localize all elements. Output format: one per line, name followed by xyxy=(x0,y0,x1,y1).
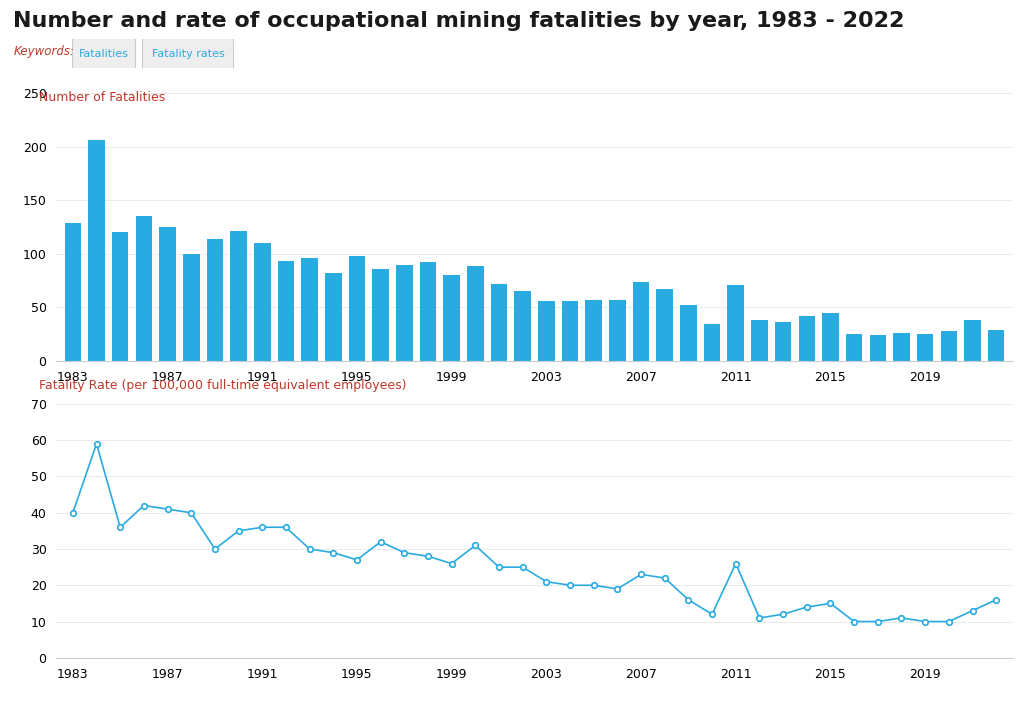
Text: Fatality rates: Fatality rates xyxy=(151,49,224,59)
Bar xyxy=(846,335,862,361)
Bar xyxy=(302,258,318,361)
Bar xyxy=(870,335,886,361)
Bar xyxy=(965,320,981,361)
Bar xyxy=(160,227,176,361)
Bar xyxy=(633,282,650,361)
Bar xyxy=(917,335,933,361)
Bar xyxy=(112,232,129,361)
Bar xyxy=(443,275,460,361)
Bar xyxy=(491,284,507,361)
Text: Fatalities: Fatalities xyxy=(79,49,129,59)
Bar xyxy=(774,322,792,361)
Text: Fatality Rate (per 100,000 full-time equivalent employees): Fatality Rate (per 100,000 full-time equ… xyxy=(39,379,406,392)
Bar xyxy=(349,256,365,361)
Text: Number and rate of occupational mining fatalities by year, 1983 - 2022: Number and rate of occupational mining f… xyxy=(13,11,904,31)
Bar xyxy=(585,300,602,361)
Bar xyxy=(940,331,958,361)
Bar xyxy=(183,254,199,361)
Bar xyxy=(325,273,342,361)
Bar xyxy=(207,239,223,361)
Bar xyxy=(230,232,247,361)
FancyBboxPatch shape xyxy=(73,29,135,80)
Bar xyxy=(468,266,484,361)
Bar xyxy=(538,301,554,361)
Bar xyxy=(704,323,720,361)
Bar xyxy=(799,316,815,361)
Text: Keywords:: Keywords: xyxy=(13,45,75,58)
Bar xyxy=(657,289,673,361)
Text: Number of Fatalities: Number of Fatalities xyxy=(39,91,165,104)
Bar xyxy=(988,330,1005,361)
Bar xyxy=(515,292,531,361)
Bar xyxy=(727,285,744,361)
Bar xyxy=(396,265,412,361)
Bar xyxy=(64,223,81,361)
Bar xyxy=(680,305,697,361)
Bar xyxy=(562,301,578,361)
Bar xyxy=(254,243,270,361)
Bar xyxy=(277,261,295,361)
Bar xyxy=(609,300,626,361)
Bar xyxy=(136,216,152,361)
Bar xyxy=(372,269,389,361)
Bar xyxy=(893,333,909,361)
Bar xyxy=(751,320,767,361)
Bar xyxy=(88,140,104,361)
Bar xyxy=(419,262,436,361)
Bar xyxy=(822,313,839,361)
FancyBboxPatch shape xyxy=(142,29,233,80)
